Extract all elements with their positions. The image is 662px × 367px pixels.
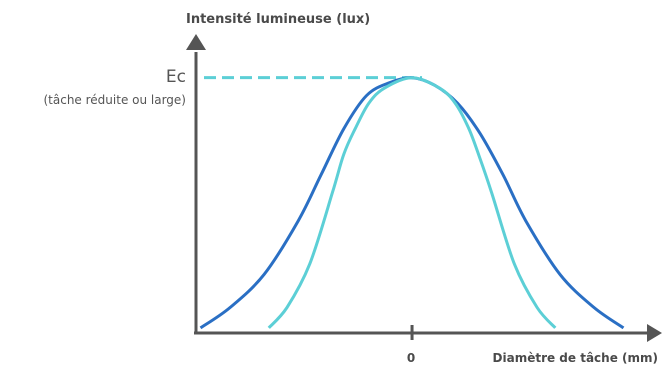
- y-axis-arrow: [186, 34, 206, 50]
- y-axis-label: Intensité lumineuse (lux): [186, 12, 370, 27]
- x-tick-label-0: 0: [407, 351, 415, 365]
- peak-sublabel: (tâche réduite ou large): [43, 93, 186, 107]
- series-line-1: [267, 76, 557, 329]
- x-axis-arrow: [647, 324, 662, 342]
- peak-label: Ec: [166, 67, 186, 87]
- series-group: [199, 76, 625, 330]
- x-axis-label: Diamètre de tâche (mm): [493, 351, 658, 365]
- series-line-0: [199, 76, 625, 330]
